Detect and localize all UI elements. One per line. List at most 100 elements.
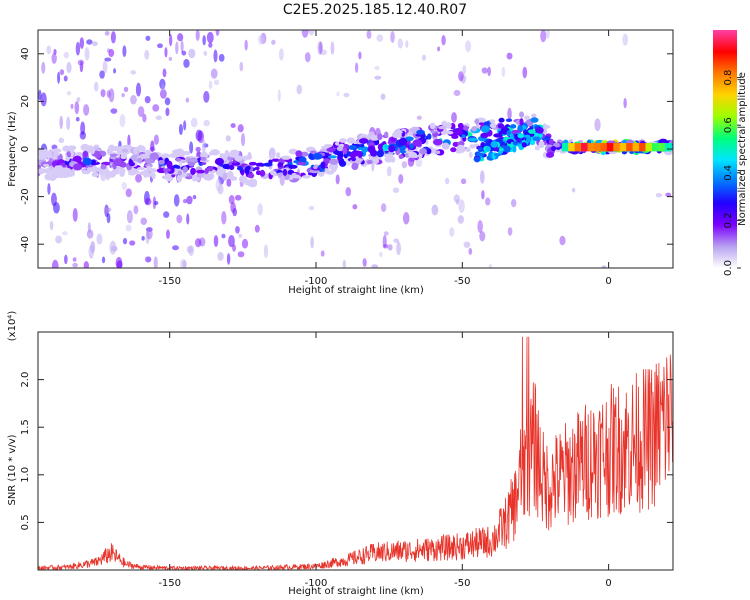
ridge-blob	[292, 174, 301, 179]
ridge-blob	[468, 137, 478, 142]
noise-speckle	[278, 48, 284, 61]
noise-speckle	[382, 243, 389, 249]
noise-speckle	[185, 97, 190, 103]
noise-speckle	[96, 233, 103, 245]
noise-speckle	[181, 50, 187, 56]
noise-speckle	[64, 254, 68, 265]
noise-speckle	[101, 256, 106, 264]
noise-speckle	[210, 68, 218, 79]
ridge-blob	[271, 158, 280, 162]
ridge-blob	[328, 155, 338, 159]
ridge-blob	[191, 174, 198, 182]
noise-speckle	[387, 244, 393, 251]
ridge-blob	[451, 135, 459, 139]
snr-x-tick-label: -100	[305, 578, 328, 589]
noise-speckle	[119, 113, 126, 128]
noise-speckle	[458, 71, 464, 82]
noise-speckle	[203, 119, 210, 127]
ridge-blob	[91, 172, 99, 178]
noise-speckle	[237, 251, 245, 258]
noise-speckle	[380, 93, 386, 100]
noise-speckle	[228, 234, 235, 248]
colorbar-tick-label: 0.4	[723, 165, 734, 181]
branch-blob	[476, 152, 485, 157]
noise-speckle	[59, 115, 63, 130]
noise-speckle	[437, 46, 441, 52]
noise-speckle	[126, 210, 133, 224]
noise-speckle	[441, 34, 446, 46]
ridge-blob	[390, 156, 396, 163]
noise-speckle	[208, 42, 213, 48]
bright-band-segment	[664, 143, 672, 152]
branch-blob	[493, 147, 500, 152]
ridge-blob	[54, 165, 61, 172]
noise-speckle	[453, 89, 461, 97]
noise-speckle	[110, 108, 118, 114]
ridge-blob	[293, 160, 299, 164]
figure-title: C2E5.2025.185.12.40.R07	[282, 2, 468, 18]
bright-band-segment	[600, 143, 608, 152]
noise-speckle	[104, 31, 110, 36]
ridge-blob	[538, 140, 545, 149]
bright-band-segment	[639, 143, 647, 152]
ridge-blob	[165, 173, 172, 177]
noise-speckle	[655, 192, 663, 198]
ridge-blob	[317, 170, 325, 177]
ridge-blob	[419, 148, 428, 155]
noise-speckle	[401, 161, 408, 169]
noise-speckle	[392, 187, 400, 193]
ridge-blob	[399, 150, 407, 154]
ridge-blob	[376, 149, 384, 158]
noise-speckle	[130, 95, 137, 105]
ridge-blob	[357, 147, 363, 151]
noise-speckle	[402, 212, 410, 225]
ridge-blob	[195, 169, 206, 174]
noise-speckle	[66, 61, 72, 74]
noise-speckle	[343, 92, 350, 98]
ridge-blob	[366, 160, 373, 165]
ridge-blob	[246, 179, 254, 187]
noise-speckle	[152, 104, 160, 112]
noise-speckle	[234, 194, 242, 201]
noise-speckle	[188, 245, 195, 256]
branch-blob	[485, 146, 491, 152]
noise-speckle	[57, 71, 61, 84]
ridge-blob	[429, 122, 436, 130]
noise-speckle	[217, 251, 224, 261]
spectrogram-x-axis-label: Height of straight line (km)	[288, 285, 424, 296]
ridge-blob	[388, 145, 396, 153]
bright-band-segment	[632, 143, 640, 152]
ridge-blob	[493, 133, 503, 138]
noise-speckle	[145, 35, 151, 41]
ridge-blob	[346, 137, 356, 144]
noise-speckle	[75, 117, 80, 122]
noise-speckle	[195, 146, 201, 152]
noise-speckle	[153, 256, 158, 268]
noise-speckle	[202, 35, 206, 46]
noise-speckle	[80, 121, 86, 135]
ridge-blob	[219, 153, 225, 158]
ridge-blob	[457, 122, 464, 129]
noise-speckle	[345, 187, 352, 197]
ridge-blob	[450, 147, 457, 153]
ridge-blob	[44, 173, 53, 181]
noise-speckle	[122, 45, 127, 58]
ridge-blob	[312, 165, 318, 170]
bright-band-segment	[574, 143, 582, 152]
ridge-blob	[222, 172, 228, 181]
ridge-blob	[229, 176, 238, 181]
ridge-blob	[236, 166, 244, 171]
noise-speckle	[397, 38, 403, 49]
ridge-blob	[157, 159, 165, 165]
noise-speckle	[546, 30, 550, 39]
noise-speckle	[66, 91, 72, 96]
ridge-blob	[300, 151, 309, 157]
noise-speckle	[665, 192, 672, 198]
ridge-blob	[342, 147, 348, 155]
noise-speckle	[254, 224, 260, 233]
noise-speckle	[352, 204, 358, 210]
noise-speckle	[110, 31, 116, 44]
noise-speckle	[308, 206, 315, 211]
ridge-blob	[178, 151, 183, 157]
ridge-blob	[151, 172, 156, 180]
